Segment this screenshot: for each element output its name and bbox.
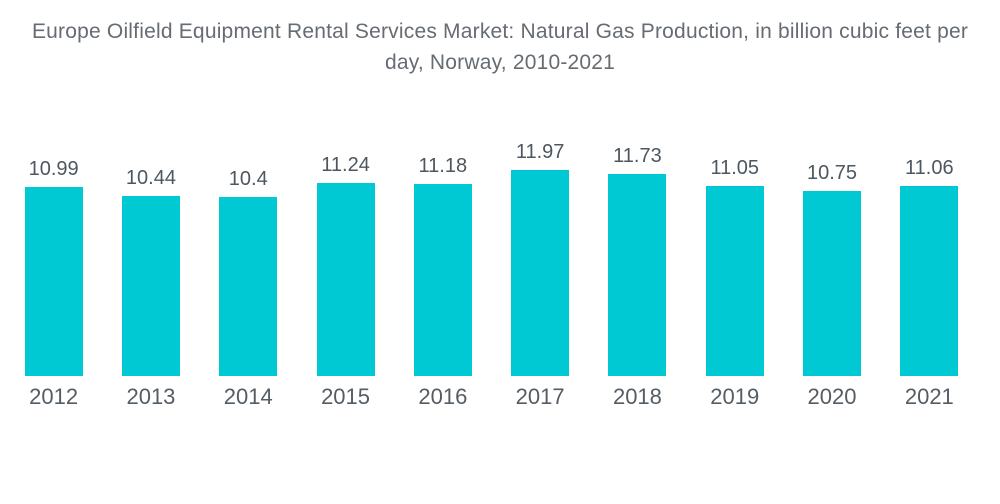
bar-value-label: 11.18 — [418, 154, 468, 177]
bar-value-label: 11.97 — [515, 141, 565, 164]
x-axis-tick-label: 2020 — [807, 384, 857, 409]
bar-value-label: 10.44 — [125, 167, 176, 190]
bar — [413, 183, 472, 376]
x-axis-tick-label: 2015 — [321, 384, 371, 409]
bar-value-label: 10.75 — [806, 162, 858, 185]
bar-column: 11.24 2015 — [297, 153, 394, 504]
bar-column: 11.05 2019 — [686, 156, 783, 504]
bar — [316, 182, 375, 376]
x-axis-tick-label: 2018 — [612, 384, 662, 409]
bar-column: 11.73 2018 — [589, 144, 686, 504]
bar — [121, 196, 180, 376]
bar-value-label: 11.06 — [905, 156, 954, 179]
x-axis-tick: 2012 — [29, 376, 78, 504]
x-axis-tick-label: 2021 — [904, 384, 954, 409]
x-axis-tick-label: 2012 — [29, 384, 79, 409]
x-axis-tick-label: 2017 — [515, 384, 565, 409]
plot-area: 10.99 2012 10.44 2013 10.4 2014 11.24 — [5, 0, 978, 504]
bar-value-label: 10.99 — [28, 158, 79, 180]
x-axis-tick-label: 2019 — [710, 384, 760, 409]
bar-value-label: 11.24 — [321, 153, 370, 176]
x-axis-tick-label: 2016 — [418, 384, 468, 409]
x-axis-tick-label: 2013 — [126, 384, 176, 409]
bar-column: 10.4 2014 — [200, 167, 297, 504]
bar-column: 11.97 2017 — [491, 140, 588, 504]
bar — [219, 197, 278, 376]
bar-column: 11.06 2021 — [881, 156, 978, 504]
x-axis-tick: 2021 — [905, 376, 954, 504]
x-axis-tick-label: 2014 — [223, 384, 273, 409]
bar — [803, 191, 862, 376]
x-axis-tick: 2020 — [808, 376, 857, 504]
bar-column: 10.99 2012 — [5, 157, 102, 504]
bar — [900, 185, 959, 376]
bar-value-label: 11.05 — [710, 156, 760, 179]
bar — [608, 174, 667, 376]
x-axis-tick: 2015 — [321, 376, 370, 504]
bar-value-label: 11.73 — [613, 145, 662, 168]
bar — [511, 170, 570, 376]
bar-column: 10.44 2013 — [102, 166, 199, 504]
x-axis-tick: 2013 — [126, 376, 175, 504]
bar-value-label: 10.4 — [228, 168, 268, 191]
bar-column: 10.75 2020 — [783, 161, 880, 504]
x-axis-tick: 2014 — [224, 376, 273, 504]
bar — [705, 185, 764, 376]
x-axis-tick: 2017 — [516, 376, 565, 504]
x-axis-tick: 2018 — [613, 376, 662, 504]
x-axis-tick: 2016 — [418, 376, 467, 504]
bar-column: 11.18 2016 — [394, 154, 491, 504]
chart-title: Europe Oilfield Equipment Rental Service… — [31, 20, 969, 74]
x-axis-tick: 2019 — [710, 376, 759, 504]
bar — [24, 187, 83, 376]
